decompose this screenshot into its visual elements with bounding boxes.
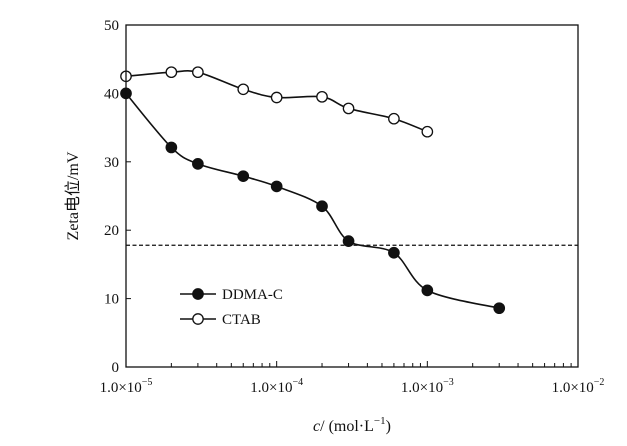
x-tick-exponent: −2 <box>594 377 605 388</box>
x-axis-title: c/ (mol·L−1) <box>313 415 391 435</box>
data-point-ddma-c <box>342 235 355 247</box>
y-tick-label: 30 <box>104 155 119 171</box>
series-ddma-c <box>120 87 506 315</box>
data-point-ddma-c <box>192 158 204 170</box>
y-axis-title: Zeta电位/mV <box>64 151 82 240</box>
data-point-ddma-c <box>316 200 328 213</box>
legend-label-ddma-c: DDMA-C <box>222 287 283 303</box>
x-tick-label: 1.0×10−2 <box>552 377 605 396</box>
plot-frame <box>125 24 579 368</box>
y-tick-label: 10 <box>104 292 119 308</box>
data-point-ctab <box>165 66 178 79</box>
legend-marker-ctab <box>192 313 204 325</box>
x-axis-unit-close: ) <box>386 418 391 435</box>
x-tick-mantissa: 1.0×10 <box>401 380 443 396</box>
x-axis-unit: / (mol·L <box>320 418 374 435</box>
x-tick-label: 1.0×10−5 <box>100 377 153 396</box>
x-tick-label: 1.0×10−3 <box>401 377 454 396</box>
y-tick-labels: 0 10 20 30 40 50 <box>104 18 119 376</box>
legend-label-ctab: CTAB <box>222 312 261 328</box>
axis-ticks <box>125 24 579 368</box>
data-point-ctab <box>192 66 204 79</box>
legend: DDMA-C CTAB <box>180 287 283 328</box>
x-axis-variable: c <box>313 418 320 435</box>
data-point-ctab <box>421 125 434 138</box>
x-tick-exponent: −5 <box>142 377 153 388</box>
y-tick-label: 50 <box>104 18 119 34</box>
data-point-ddma-c <box>493 302 506 315</box>
data-point-ctab <box>388 112 400 125</box>
data-point-ddma-c <box>165 141 178 154</box>
y-tick-label: 20 <box>104 223 119 239</box>
x-tick-mantissa: 1.0×10 <box>100 380 142 396</box>
data-point-ctab <box>237 83 250 96</box>
x-axis-unit-sup: −1 <box>374 415 386 427</box>
series-line-ddma-c <box>125 92 500 309</box>
x-tick-exponent: −4 <box>292 377 303 388</box>
data-point-ddma-c <box>388 246 400 259</box>
data-point-ctab <box>270 91 283 104</box>
y-tick-label: 0 <box>112 360 120 376</box>
series-ctab <box>120 66 434 138</box>
data-point-ddma-c <box>237 170 250 183</box>
y-tick-label: 40 <box>104 86 119 102</box>
x-tick-label: 1.0×10−4 <box>250 377 303 396</box>
legend-marker-ddma-c <box>192 288 204 300</box>
x-tick-exponent: −3 <box>443 377 454 388</box>
data-point-ctab <box>316 90 328 103</box>
x-tick-mantissa: 1.0×10 <box>552 380 594 396</box>
data-point-ddma-c <box>270 180 283 193</box>
x-tick-mantissa: 1.0×10 <box>250 380 292 396</box>
data-point-ctab <box>342 102 355 115</box>
x-tick-labels: 1.0×10−5 1.0×10−4 1.0×10−3 1.0×10−2 <box>100 377 605 396</box>
series-layer <box>120 66 506 315</box>
data-point-ddma-c <box>421 284 434 297</box>
